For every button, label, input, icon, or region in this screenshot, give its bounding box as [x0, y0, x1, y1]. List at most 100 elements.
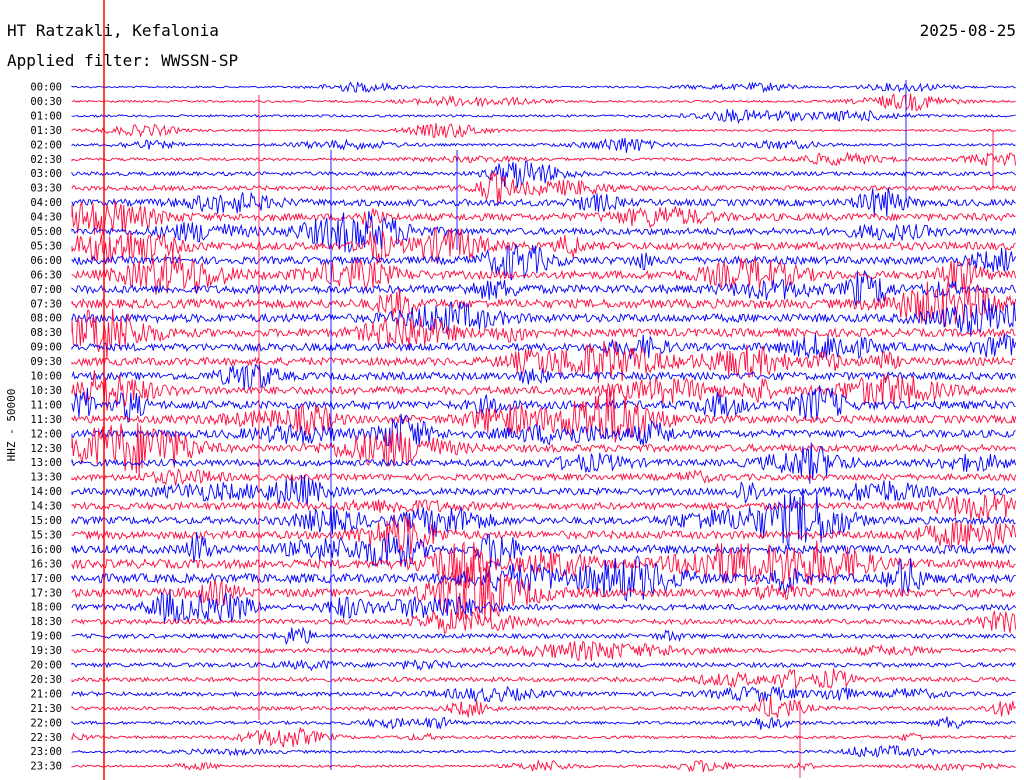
trace-line [71, 493, 1017, 521]
time-tick-label: 22:00 [30, 717, 62, 729]
trace-line [71, 744, 1016, 758]
trace-line [71, 160, 1016, 188]
time-tick-label: 16:30 [30, 558, 62, 570]
trace-line [71, 554, 1016, 622]
event-spikes [258, 80, 994, 778]
record-date: 2025-08-25 [920, 21, 1016, 40]
trace-line [71, 308, 1016, 359]
trace-line [71, 387, 1017, 443]
time-tick-label: 18:30 [30, 616, 62, 628]
trace-line [71, 363, 1017, 391]
time-tick-label: 11:00 [30, 399, 62, 411]
trace-line [71, 252, 1017, 295]
time-tick-label: 03:30 [30, 183, 62, 195]
trace-line [71, 81, 1016, 94]
time-tick-label: 14:00 [30, 486, 62, 498]
time-tick-label: 04:00 [30, 197, 62, 209]
trace-line [71, 422, 1017, 475]
time-tick-label: 01:00 [30, 110, 62, 122]
time-tick-label: 05:30 [30, 240, 62, 252]
time-tick-label: 00:00 [30, 82, 62, 94]
time-tick-label: 21:00 [30, 688, 62, 700]
trace-line [71, 626, 1016, 646]
time-tick-label: 17:00 [30, 573, 62, 585]
trace-line [71, 468, 1017, 486]
time-tick-label: 20:30 [30, 674, 62, 686]
time-tick-label: 13:00 [30, 457, 62, 469]
time-tick-label: 19:30 [30, 645, 62, 657]
trace-line [71, 170, 1017, 205]
trace-line [71, 491, 1016, 549]
trace-line [71, 685, 1016, 703]
trace-line [71, 555, 1016, 602]
time-tick-label: 15:30 [30, 529, 62, 541]
time-tick-label: 06:00 [30, 255, 62, 267]
time-tick-label: 10:30 [30, 385, 62, 397]
time-tick-label: 14:30 [30, 501, 62, 513]
time-tick-label: 06:30 [30, 269, 62, 281]
time-tick-label: 13:30 [30, 472, 62, 484]
trace-line [71, 333, 1017, 360]
trace-line [71, 668, 1016, 690]
time-tick-label: 17:30 [30, 587, 62, 599]
time-tick-label: 07:00 [30, 284, 62, 296]
trace-line [71, 658, 1016, 672]
time-tick-label: 09:30 [30, 356, 62, 368]
time-tick-label: 15:00 [30, 515, 62, 527]
trace-line [71, 759, 1016, 773]
trace-line [71, 269, 1017, 307]
station-title: HT Ratzakli, Kefalonia [7, 21, 219, 40]
trace-line [71, 122, 1016, 139]
time-tick-label: 16:00 [30, 544, 62, 556]
trace-line [71, 93, 1016, 112]
trace-line [71, 590, 1016, 623]
trace-line [71, 200, 1016, 236]
trace-line [71, 385, 1016, 423]
trace-line [71, 211, 1017, 254]
trace-line [71, 187, 1016, 217]
trace-line [71, 227, 1016, 265]
time-tick-label: 04:30 [30, 212, 62, 224]
trace-line [71, 298, 1017, 337]
time-tick-label: 23:30 [30, 761, 62, 773]
trace-line [71, 716, 1016, 730]
y-axis-label: HHZ - 50000 [5, 389, 18, 462]
trace-line [71, 109, 1016, 125]
trace-line [71, 137, 1016, 153]
time-tick-label: 00:30 [30, 96, 62, 108]
time-tick-label: 03:00 [30, 168, 62, 180]
trace-line [71, 474, 1016, 507]
time-tick-label: 08:30 [30, 327, 62, 339]
time-tick-label: 19:00 [30, 631, 62, 643]
time-tick-label: 10:00 [30, 371, 62, 383]
trace-line [71, 413, 1016, 453]
trace-line [71, 370, 1016, 411]
time-tick-label: 09:00 [30, 342, 62, 354]
filter-label: Applied filter: WWSSN-SP [7, 51, 238, 70]
time-tick-label: 01:30 [30, 125, 62, 137]
time-tick-label: 18:00 [30, 602, 62, 614]
trace-line [71, 640, 1016, 662]
time-tick-label: 08:00 [30, 313, 62, 325]
time-tick-label: 22:30 [30, 732, 62, 744]
trace-line [71, 540, 1016, 589]
time-tick-label: 23:00 [30, 746, 62, 758]
time-tick-label: 02:00 [30, 139, 62, 151]
time-tick-label: 02:30 [30, 154, 62, 166]
trace-line [71, 151, 1017, 167]
time-tick-label: 12:00 [30, 428, 62, 440]
trace-line [71, 340, 1016, 383]
time-tick-label: 11:30 [30, 414, 62, 426]
time-tick-label: 20:00 [30, 660, 62, 672]
time-tick-labels: 00:00 00:30 01:00 01:30 02:00 02:30 03:00 03:30… [30, 82, 62, 773]
trace-line [71, 279, 1017, 327]
trace-line [71, 532, 1016, 568]
time-tick-label: 21:30 [30, 703, 62, 715]
trace-line [71, 696, 1016, 719]
time-tick-label: 05:00 [30, 226, 62, 238]
trace-line [71, 442, 1017, 484]
time-tick-label: 07:30 [30, 298, 62, 310]
trace-line [71, 726, 1016, 748]
trace-line [71, 608, 1017, 634]
